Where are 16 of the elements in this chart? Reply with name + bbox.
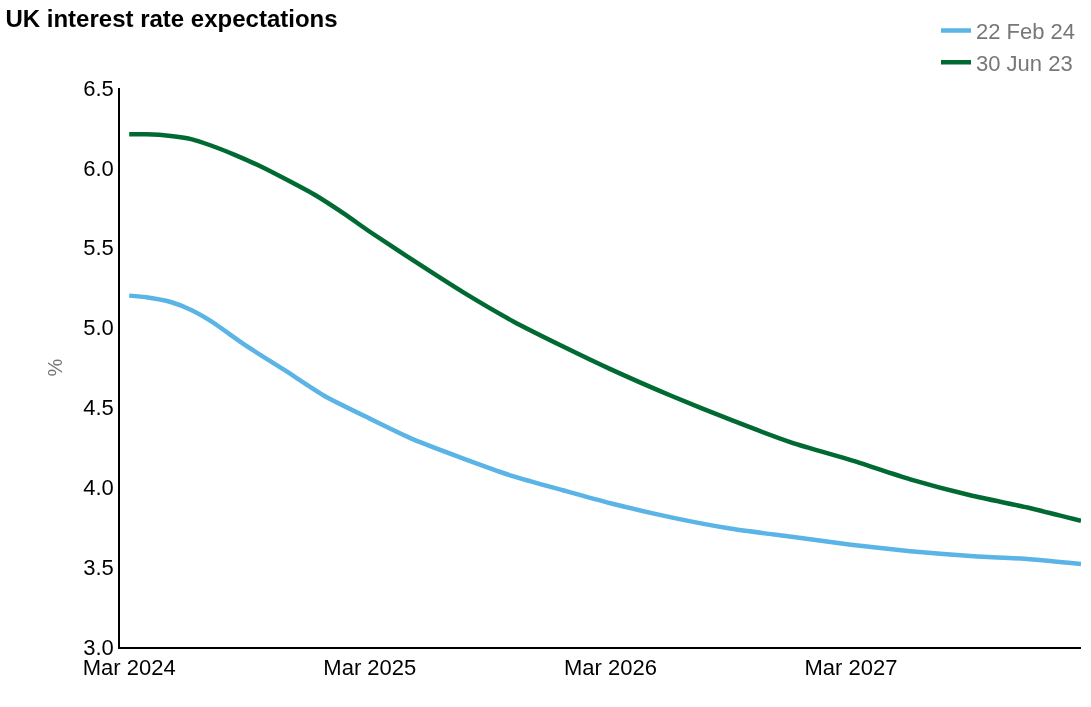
- legend-label: 22 Feb 24: [976, 19, 1076, 45]
- y-tick-label: 4.5: [83, 395, 114, 421]
- x-tick-label: Mar 2026: [563, 655, 657, 681]
- y-tick-label: 5.5: [83, 235, 114, 261]
- y-tick-label: 3.5: [83, 554, 114, 580]
- y-axis-title: %: [44, 358, 67, 377]
- x-tick-label: Mar 2027: [804, 655, 898, 681]
- line-series: [126, 132, 1081, 524]
- x-tick-label: Mar 2025: [323, 655, 417, 681]
- chart-title: UK interest rate expectations: [5, 5, 338, 33]
- y-tick-label: 5.0: [83, 315, 114, 341]
- line-series: [126, 293, 1081, 567]
- legend-label: 30 Jun 23: [976, 50, 1073, 76]
- y-tick-label: 6.5: [83, 75, 114, 101]
- y-tick-label: 6.0: [83, 155, 114, 181]
- y-tick-label: 4.0: [83, 474, 114, 500]
